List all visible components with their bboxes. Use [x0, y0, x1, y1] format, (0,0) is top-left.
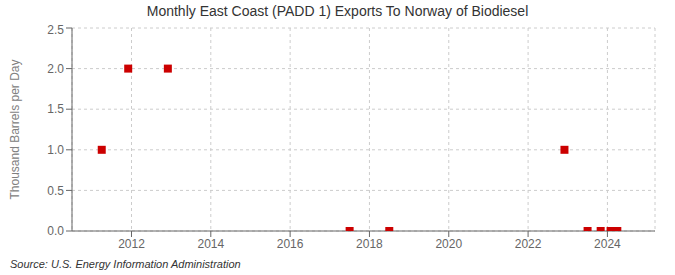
- svg-text:2012: 2012: [118, 237, 145, 251]
- svg-text:2018: 2018: [356, 237, 383, 251]
- html-text:Monthly East Coast (PADD 1) Ex: Monthly East Coast (PADD 1) Exports To N…: [146, 3, 529, 19]
- svg-text:2024: 2024: [594, 237, 621, 251]
- html-text:Source: U.S. Energy Informatio: Source: U.S. Energy Information Administ…: [10, 258, 241, 270]
- svg-text:2014: 2014: [197, 237, 224, 251]
- svg-text:Thousand Barrels per Day: Thousand Barrels per Day: [8, 59, 22, 199]
- svg-text:2.5: 2.5: [47, 23, 64, 37]
- svg-text:2020: 2020: [435, 237, 462, 251]
- svg-text:2022: 2022: [515, 237, 542, 251]
- svg-text:1.5: 1.5: [47, 102, 64, 116]
- svg-text:2.0: 2.0: [47, 62, 64, 76]
- svg-text:1.0: 1.0: [47, 143, 64, 157]
- svg-text:0.0: 0.0: [47, 224, 64, 238]
- svg-text:2016: 2016: [277, 237, 304, 251]
- svg-text:0.5: 0.5: [47, 184, 64, 198]
